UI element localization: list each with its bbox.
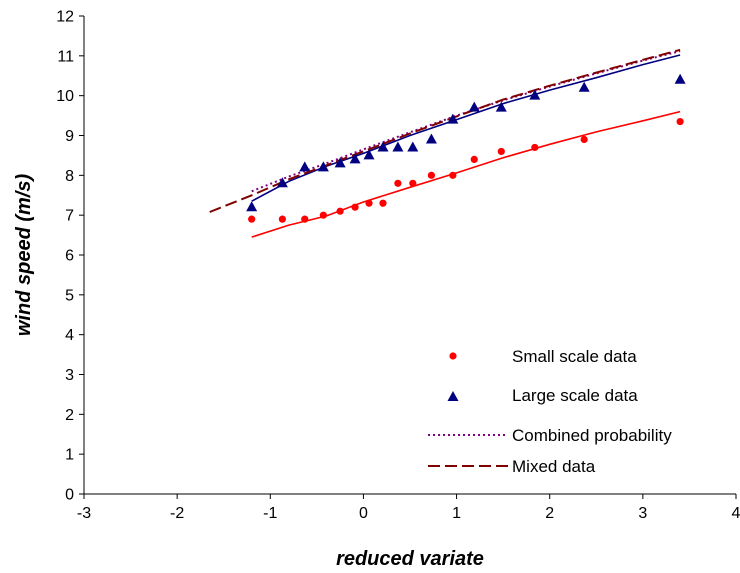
small-scale-point: [301, 215, 309, 223]
legend-item-large-scale: Large scale data: [447, 386, 638, 405]
y-tick-label: 5: [65, 287, 74, 304]
y-tick-label: 3: [65, 367, 74, 384]
large-scale-point: [246, 201, 258, 212]
large-scale-point: [495, 101, 507, 112]
small-scale-point: [676, 117, 684, 126]
small-scale-point: [278, 215, 286, 223]
small-scale-point: [365, 199, 373, 207]
large-scale-point: [299, 161, 311, 172]
legend-item-mixed: Mixed data: [428, 457, 596, 476]
x-tick-label: 3: [638, 505, 647, 522]
legend-item-small-scale: Small scale data: [449, 347, 637, 366]
x-tick-label: -2: [170, 505, 184, 522]
y-tick-label: 1: [65, 447, 74, 464]
small-scale-point: [248, 215, 256, 223]
legend-marker-small-scale: [449, 352, 457, 360]
small-scale-point: [409, 179, 417, 187]
legend-label-small-scale: Small scale data: [512, 347, 637, 366]
large-scale-point: [392, 141, 404, 152]
large-scale-point: [468, 101, 480, 112]
y-tick-label: 11: [57, 48, 74, 65]
legend-label-mixed: Mixed data: [512, 457, 596, 476]
x-tick-label: 4: [732, 505, 740, 522]
small-scale-point: [580, 135, 588, 144]
large-scale-point: [377, 141, 389, 152]
large-scale-point: [317, 161, 329, 172]
y-tick-label: 0: [65, 487, 74, 504]
small-scale-point: [394, 179, 402, 187]
legend-label-large-scale: Large scale data: [512, 386, 638, 405]
large-scale-point: [334, 157, 346, 168]
large-scale-point: [674, 73, 686, 84]
y-tick-label: 7: [65, 208, 74, 225]
x-axis-ticks: -3 -2 -1 0 1 2 3 4: [77, 494, 740, 522]
small-scale-point: [449, 171, 457, 179]
small-scale-point: [470, 155, 478, 163]
y-tick-label: 6: [65, 248, 74, 265]
legend-item-combined: Combined probability: [428, 426, 672, 445]
small-scale-point: [336, 207, 344, 215]
y-tick-label: 10: [56, 88, 74, 105]
x-tick-label: 1: [452, 505, 461, 522]
series-markers: [246, 73, 686, 223]
large-scale-point: [425, 133, 437, 144]
small-scale-point: [427, 171, 436, 179]
small-scale-fit-line: [251, 110, 681, 238]
y-tick-label: 2: [65, 407, 74, 424]
x-tick-label: -1: [263, 505, 277, 522]
x-tick-label: 0: [359, 505, 368, 522]
x-tick-label: -3: [77, 505, 91, 522]
small-scale-point: [379, 199, 387, 207]
y-tick-label: 9: [65, 128, 74, 145]
x-tick-label: 2: [545, 505, 554, 522]
large-scale-point: [276, 177, 288, 188]
large-scale-point: [578, 81, 590, 92]
small-scale-point: [497, 147, 505, 156]
legend-label-combined: Combined probability: [512, 426, 672, 445]
y-tick-label: 8: [65, 168, 74, 185]
y-tick-label: 4: [65, 327, 74, 344]
large-scale-point: [349, 153, 361, 164]
x-axis-title: reduced variate: [336, 548, 484, 570]
legend: Small scale data Large scale data Combin…: [428, 347, 672, 476]
small-scale-point: [351, 203, 359, 211]
large-scale-point: [529, 89, 541, 100]
large-scale-point: [407, 141, 419, 152]
large-scale-fit-line: [251, 54, 681, 202]
legend-marker-large-scale: [447, 391, 459, 401]
y-tick-label: 12: [56, 9, 74, 26]
large-scale-point: [363, 149, 375, 160]
y-axis-title: wind speed (m/s): [13, 174, 35, 337]
large-scale-point: [447, 113, 459, 124]
small-scale-point: [319, 211, 327, 219]
small-scale-point: [531, 143, 539, 152]
